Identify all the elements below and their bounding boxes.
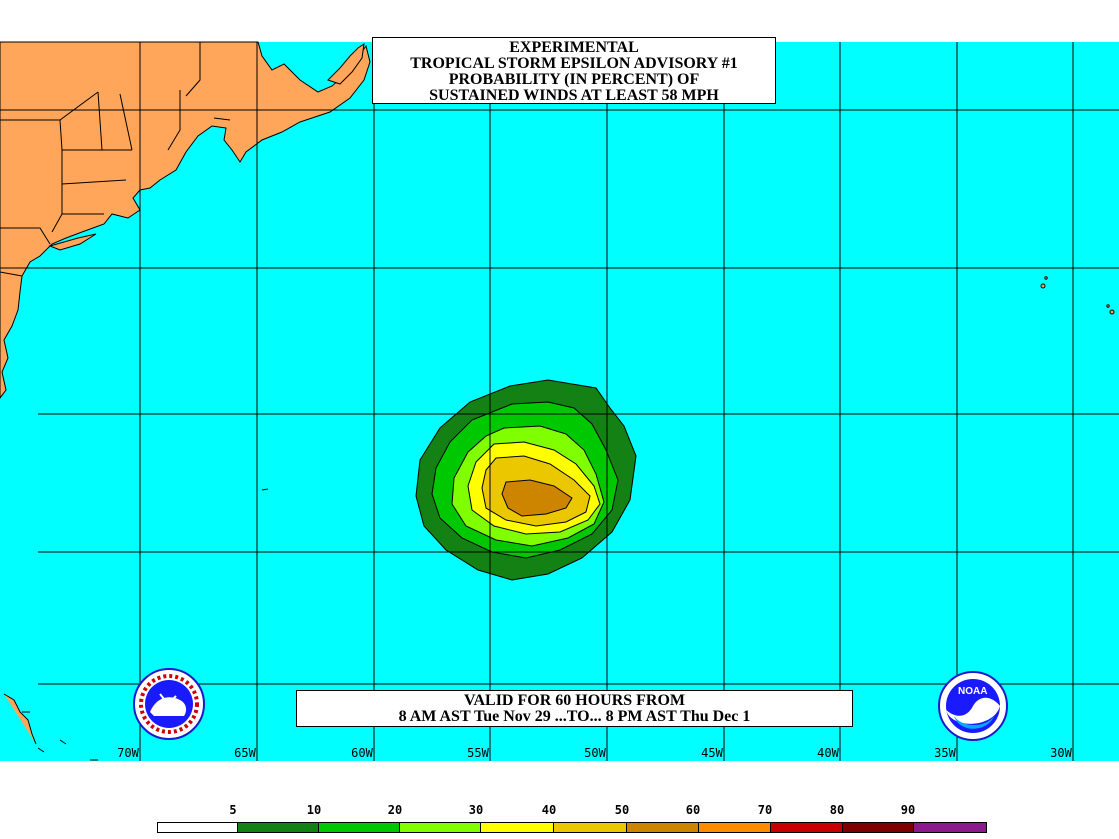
title-line-2: TROPICAL STORM EPSILON ADVISORY #1: [410, 55, 738, 72]
valid-line-2: 8 AM AST Tue Nov 29 ...TO... 8 PM AST Th…: [398, 708, 751, 725]
lon-label-45w: 45W: [701, 746, 723, 760]
legend-swatch: [481, 823, 554, 832]
valid-line-1: VALID FOR 60 HOURS FROM: [463, 692, 686, 709]
legend-swatch: [158, 823, 238, 832]
lon-label-65w: 65W: [234, 746, 256, 760]
national-weather-service-logo: [133, 668, 205, 740]
title-line-3: PROBABILITY (IN PERCENT) OF: [448, 71, 700, 88]
legend-swatch: [627, 823, 699, 832]
lon-label-30w: 30W: [1050, 746, 1072, 760]
lon-label-55w: 55W: [467, 746, 489, 760]
legend-swatch: [699, 823, 771, 832]
legend-swatch: [238, 823, 319, 832]
title-line-1: EXPERIMENTAL: [509, 39, 639, 56]
state-borders: [0, 42, 231, 277]
contour-60: [501, 479, 573, 517]
noaa-logo-text: NOAA: [958, 686, 988, 697]
legend-swatch: [319, 823, 400, 832]
legend-label-90: 90: [900, 803, 916, 817]
lon-label-35w: 35W: [934, 746, 956, 760]
map-title: EXPERIMENTAL TROPICAL STORM EPSILON ADVI…: [372, 37, 776, 104]
lon-label-50w: 50W: [584, 746, 606, 760]
islands: [3, 276, 1115, 761]
legend-label-10: 10: [306, 803, 322, 817]
legend-label-5: 5: [229, 803, 237, 817]
title-line-4: SUSTAINED WINDS AT LEAST 58 MPH: [429, 87, 719, 104]
legend-label-70: 70: [757, 803, 773, 817]
legend-color-bar: [157, 822, 987, 833]
land-us-northeast: [0, 41, 141, 399]
legend-swatch: [554, 823, 627, 832]
land-cape-breton: [327, 42, 365, 85]
lon-label-70w: 70W: [117, 746, 139, 760]
legend-label-60: 60: [685, 803, 701, 817]
legend-swatch: [771, 823, 843, 832]
legend-swatch: [843, 823, 914, 832]
legend-label-50: 50: [614, 803, 630, 817]
legend-label-20: 20: [387, 803, 403, 817]
legend-swatch: [914, 823, 986, 832]
noaa-logo: [938, 671, 1008, 741]
lat-lon-grid: [0, 42, 1119, 761]
probability-contours: [415, 379, 637, 581]
land-maritimes: [139, 41, 371, 191]
legend-swatch: [400, 823, 481, 832]
valid-period: VALID FOR 60 HOURS FROM 8 AM AST Tue Nov…: [296, 690, 853, 727]
legend-label-80: 80: [829, 803, 845, 817]
lon-label-40w: 40W: [817, 746, 839, 760]
land-long-island: [48, 233, 97, 251]
lon-label-60w: 60W: [351, 746, 373, 760]
legend-label-40: 40: [541, 803, 557, 817]
legend-label-30: 30: [468, 803, 484, 817]
